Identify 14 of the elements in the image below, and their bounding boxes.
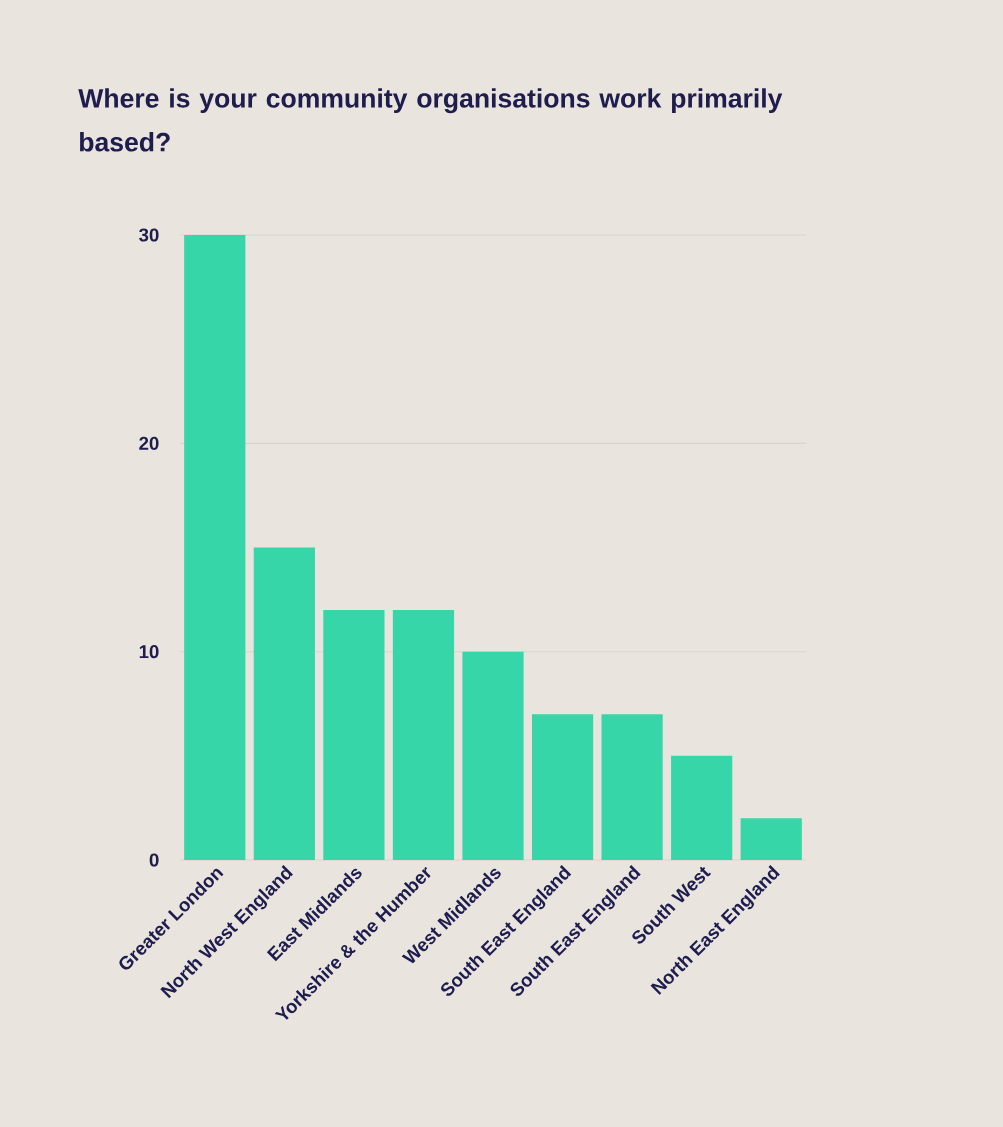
y-tick-label: 10 <box>139 645 159 659</box>
bar <box>671 755 733 861</box>
bar <box>323 610 385 861</box>
bar <box>601 714 663 861</box>
bar <box>462 651 524 861</box>
y-tick-label: 0 <box>149 853 159 867</box>
chart-title: Where is your community organisations work primarily based? <box>78 88 783 152</box>
bar <box>392 610 455 861</box>
bar <box>740 818 802 861</box>
y-tick-label: 20 <box>139 436 159 450</box>
y-tick-label: 30 <box>139 228 159 242</box>
bar <box>531 714 594 861</box>
bar <box>184 235 246 861</box>
bar <box>253 547 315 861</box>
